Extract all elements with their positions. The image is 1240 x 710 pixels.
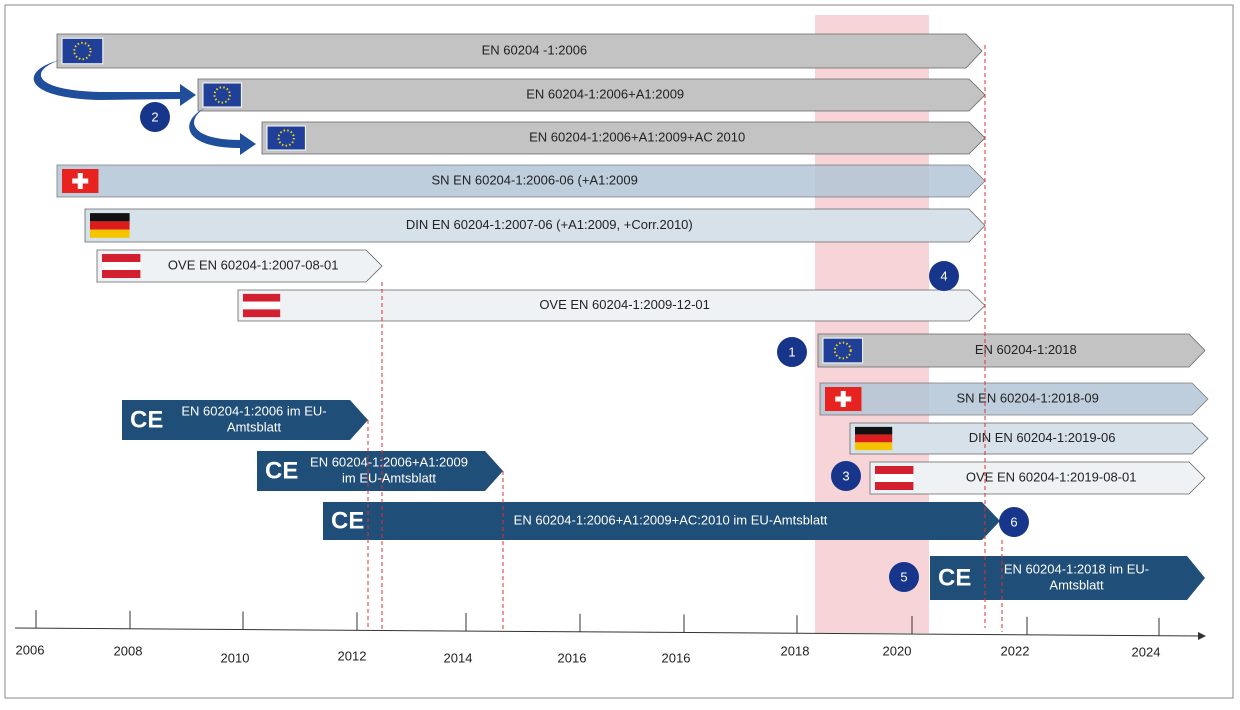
step-marker bbox=[889, 562, 919, 592]
axis-label: 2006 bbox=[16, 642, 45, 657]
german-flag bbox=[90, 213, 130, 222]
ce-label: Amtsblatt bbox=[1049, 577, 1104, 592]
ce-label: Amtsblatt bbox=[227, 419, 282, 434]
swiss-cross bbox=[72, 178, 89, 184]
austrian-flag bbox=[102, 262, 141, 270]
ce-mark: CE bbox=[130, 406, 163, 433]
axis-label: 2020 bbox=[883, 643, 912, 658]
step-marker bbox=[999, 507, 1029, 537]
standard-bar bbox=[237, 289, 986, 322]
austrian-flag bbox=[243, 309, 281, 318]
step-number: 4 bbox=[940, 268, 947, 283]
ce-bar bbox=[323, 502, 1000, 540]
bar-label: OVE EN 60204-1:2009-12-01 bbox=[539, 297, 710, 312]
standard-bar bbox=[869, 461, 1206, 495]
axis-label: 2016 bbox=[662, 650, 691, 665]
bar-label: EN 60204-1:2018 bbox=[975, 342, 1077, 357]
time-axis bbox=[14, 627, 1206, 640]
bar-label: EN 60204 -1:2006 bbox=[482, 42, 588, 57]
axis-label: 2018 bbox=[781, 643, 810, 658]
step-number: 3 bbox=[842, 468, 849, 483]
eu-stars bbox=[213, 86, 231, 104]
step-marker bbox=[929, 261, 959, 291]
ce-bar bbox=[257, 451, 503, 491]
standard-bar bbox=[849, 422, 1209, 455]
step-number: 1 bbox=[788, 344, 795, 359]
german-flag bbox=[855, 426, 893, 435]
ce-label: im EU-Amtsblatt bbox=[342, 470, 436, 485]
ce-label: EN 60204-1:2018 im EU- bbox=[1004, 561, 1149, 576]
step-marker bbox=[777, 337, 807, 367]
austrian-flag bbox=[875, 474, 914, 482]
curved-arrow bbox=[189, 108, 256, 155]
ce-mark: CE bbox=[938, 564, 971, 591]
german-flag bbox=[90, 229, 130, 238]
bars: EN 60204 -1:2006 EN 60204-1:2006+A1:2009 E… bbox=[56, 33, 1209, 600]
bar-label: DIN EN 60204-1:2007-06 (+A1:2009, +Corr.… bbox=[406, 217, 693, 232]
bar-label: OVE EN 60204-1:2007-08-01 bbox=[168, 257, 339, 272]
bar-label: SN EN 60204-1:2018-09 bbox=[957, 390, 1099, 405]
german-flag bbox=[855, 442, 893, 451]
eu-stars bbox=[277, 129, 295, 147]
axis-label: 2022 bbox=[1001, 643, 1030, 658]
step-number: 6 bbox=[1010, 514, 1017, 529]
german-flag bbox=[90, 221, 130, 230]
dashed-lines bbox=[367, 45, 1003, 632]
ce-mark: CE bbox=[265, 457, 298, 484]
bar-label: EN 60204-1:2006+A1:2009+AC 2010 bbox=[529, 129, 745, 144]
austrian-flag bbox=[243, 293, 281, 302]
axis-label: 2010 bbox=[221, 650, 250, 665]
ce-label: EN 60204-1:2006 im EU- bbox=[181, 403, 326, 418]
standard-bar bbox=[56, 33, 983, 69]
austrian-flag bbox=[875, 466, 914, 474]
standard-bar bbox=[817, 333, 1206, 368]
axis-label: 2008 bbox=[114, 643, 143, 658]
ce-bar bbox=[122, 400, 368, 440]
curved-arrow bbox=[33, 60, 196, 106]
step-marker bbox=[831, 461, 861, 491]
german-flag bbox=[855, 434, 893, 443]
austrian-flag bbox=[102, 270, 141, 278]
step-number: 2 bbox=[151, 109, 158, 124]
bar-label: DIN EN 60204-1:2019-06 bbox=[969, 430, 1116, 445]
step-marker bbox=[140, 102, 170, 132]
ce-bar bbox=[930, 556, 1205, 600]
austrian-flag bbox=[243, 301, 281, 310]
standard-bar bbox=[197, 78, 986, 112]
austrian-flag bbox=[875, 482, 914, 490]
ce-label: EN 60204-1:2006+A1:2009 bbox=[310, 454, 468, 469]
standard-bar bbox=[56, 164, 986, 198]
swiss-cross bbox=[835, 396, 852, 402]
axis-label: 2012 bbox=[338, 648, 367, 663]
axis-label: 2014 bbox=[444, 650, 473, 665]
standard-bar bbox=[819, 382, 1209, 416]
axis-label: 2024 bbox=[1132, 644, 1161, 659]
standard-bar bbox=[96, 249, 383, 283]
eu-stars bbox=[73, 41, 92, 61]
standard-bar bbox=[84, 208, 986, 243]
axis-label: 2016 bbox=[558, 650, 587, 665]
step-number: 5 bbox=[900, 569, 907, 584]
ce-label: EN 60204-1:2006+A1:2009+AC:2010 im EU-Am… bbox=[514, 512, 828, 527]
eu-stars bbox=[833, 341, 852, 360]
bar-label: EN 60204-1:2006+A1:2009 bbox=[526, 86, 684, 101]
standard-bar bbox=[261, 121, 986, 155]
bar-label: SN EN 60204-1:2006-06 (+A1:2009 bbox=[432, 172, 638, 187]
bar-label: OVE EN 60204-1:2019-08-01 bbox=[966, 469, 1137, 484]
austrian-flag bbox=[102, 254, 141, 262]
ce-mark: CE bbox=[331, 507, 364, 534]
